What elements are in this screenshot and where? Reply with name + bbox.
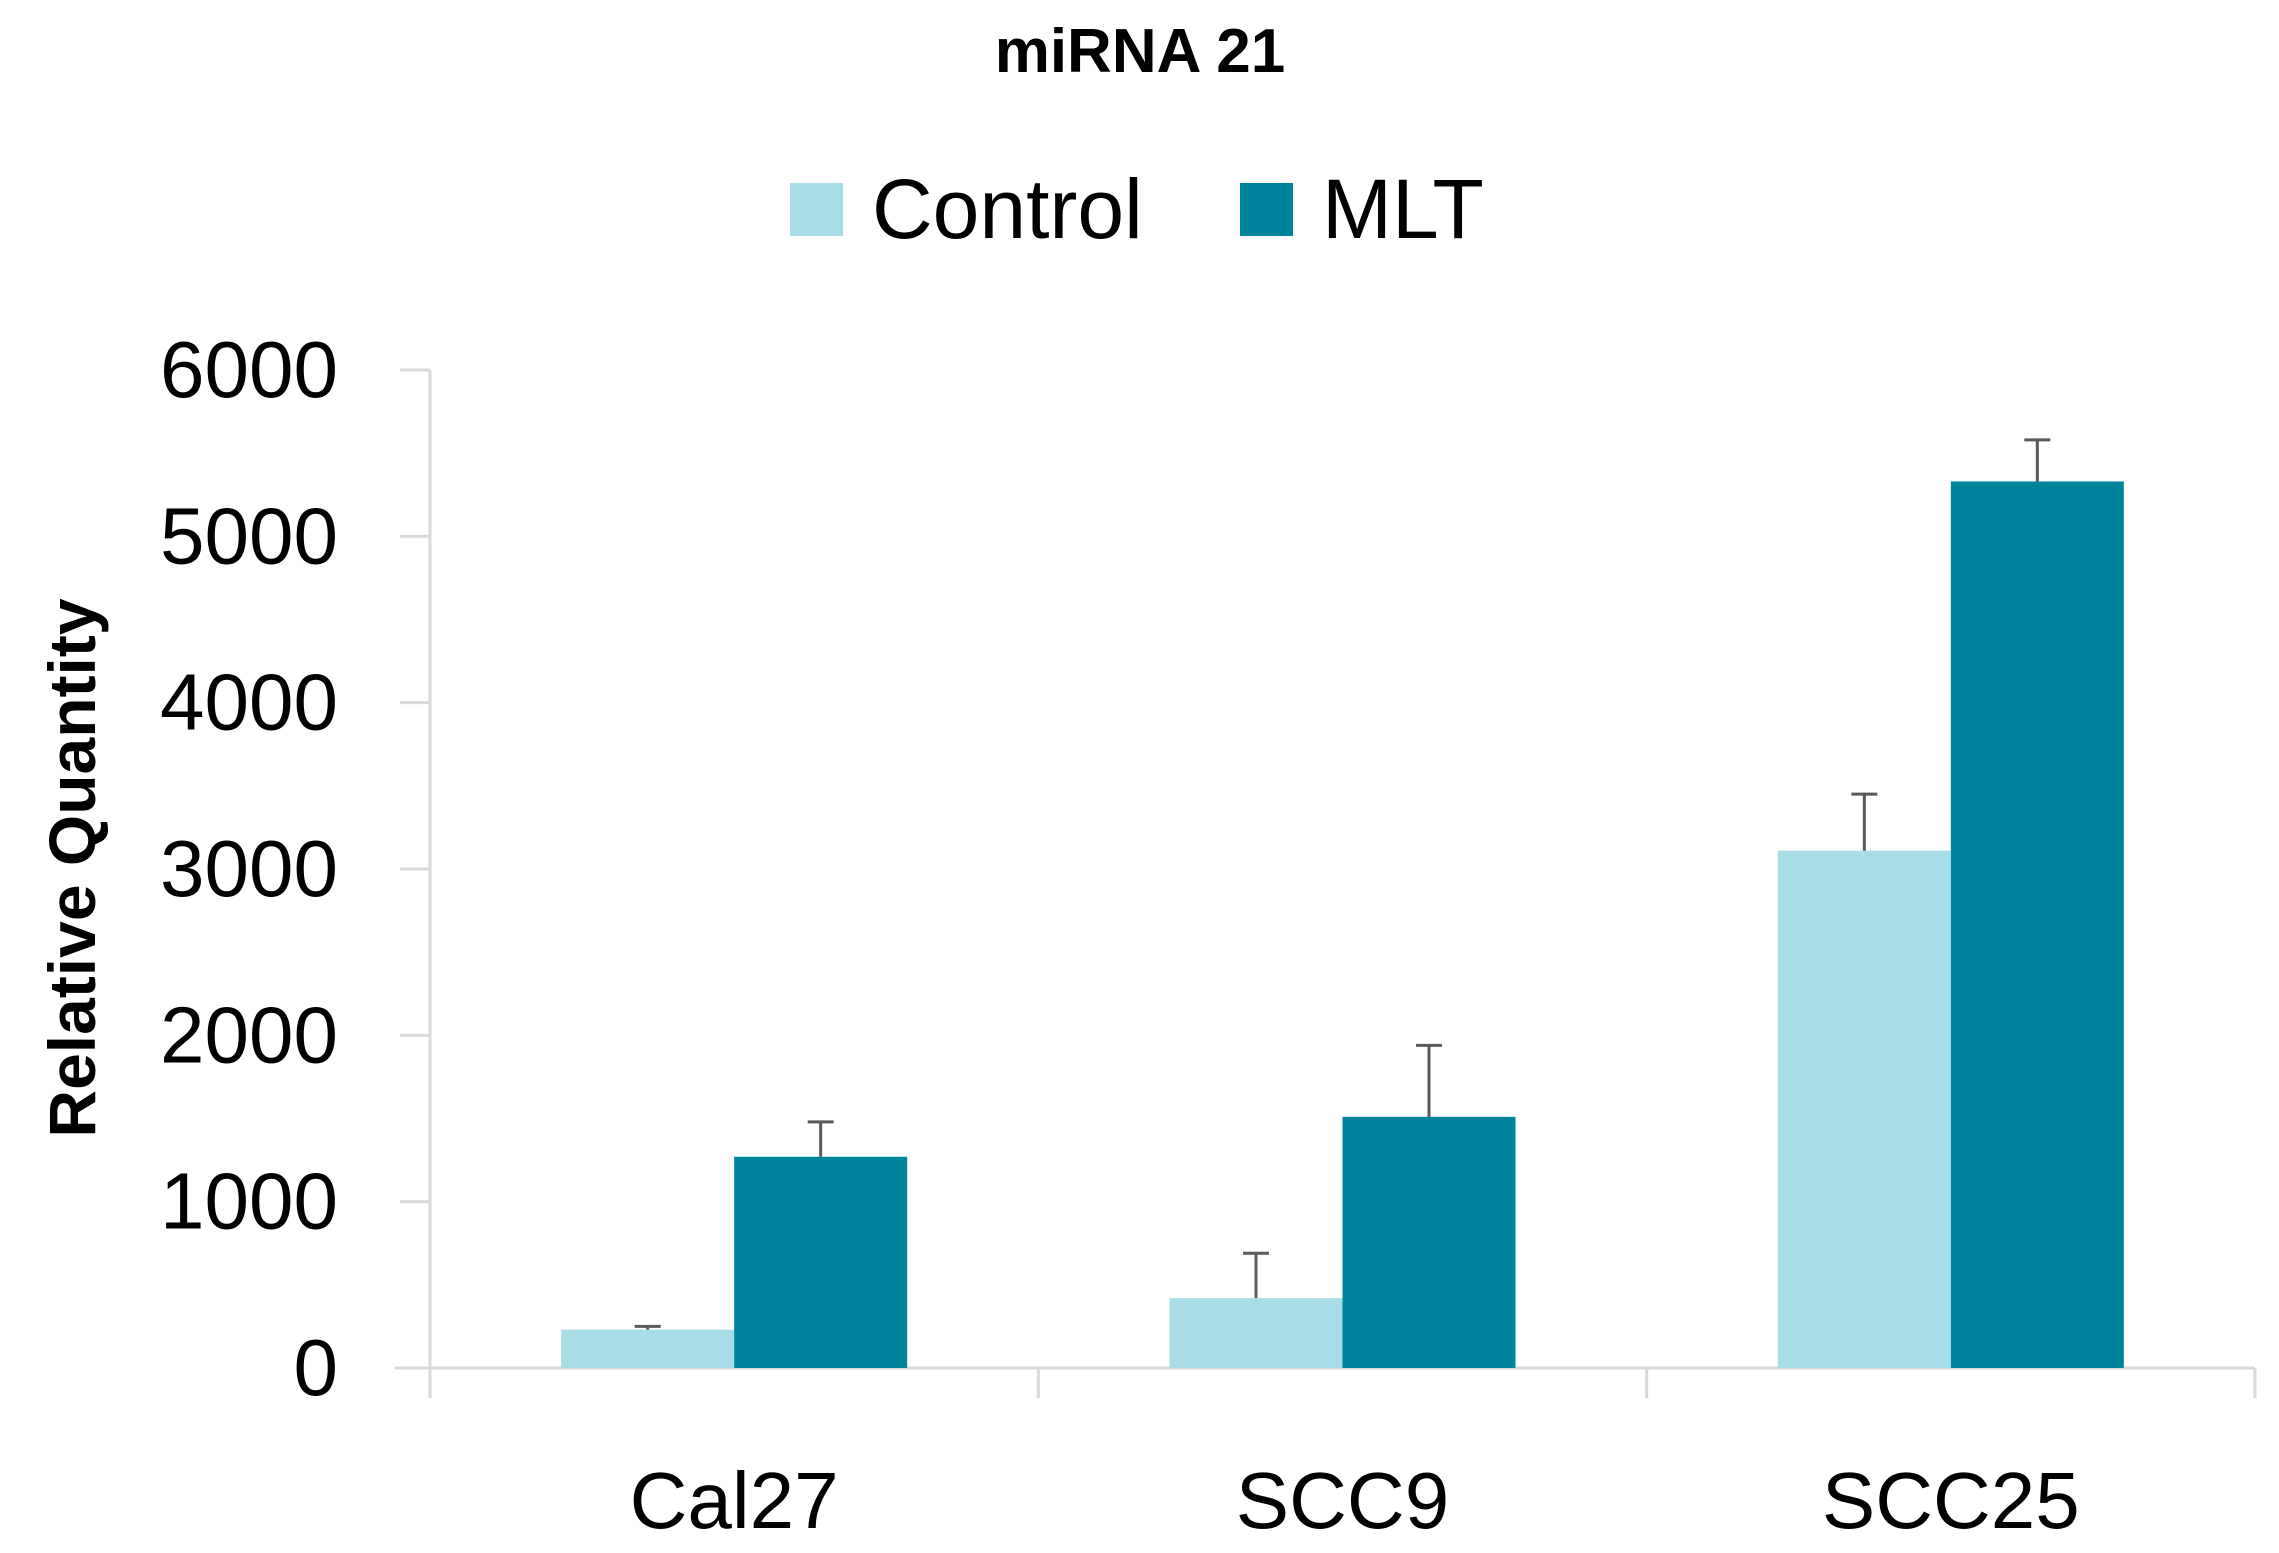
- bar-control-scc25: [1777, 850, 1951, 1368]
- legend-swatch-control: [790, 183, 843, 236]
- y-tick-label: 0: [294, 1323, 339, 1412]
- y-axis: 0 1000 2000 3000 4000 5000 6000: [160, 325, 432, 1412]
- bar-control-scc9: [1169, 1298, 1343, 1368]
- x-tick-label: SCC9: [1236, 1456, 1449, 1545]
- bar-control-cal27: [561, 1329, 735, 1368]
- x-tick-label: Cal27: [630, 1456, 839, 1545]
- legend-label-control: Control: [872, 162, 1143, 256]
- y-tick-label: 4000: [160, 658, 338, 747]
- bars-group: [561, 481, 2124, 1368]
- x-tick-label: SCC25: [1822, 1456, 2080, 1545]
- legend: Control MLT: [790, 162, 1484, 256]
- y-tick-label: 1000: [160, 1157, 338, 1246]
- y-tick-label: 5000: [160, 491, 338, 580]
- legend-swatch-mlt: [1240, 183, 1293, 236]
- legend-label-mlt: MLT: [1322, 162, 1484, 256]
- bar-mlt-cal27: [734, 1156, 908, 1368]
- bar-mlt-scc25: [1950, 481, 2124, 1368]
- y-axis-label: Relative Quantity: [35, 598, 109, 1137]
- bar-mlt-scc9: [1342, 1116, 1516, 1368]
- error-bars-group: [634, 438, 2051, 1330]
- y-tick-label: 2000: [160, 990, 338, 1079]
- chart-title: miRNA 21: [995, 17, 1286, 86]
- y-tick-label: 6000: [160, 325, 338, 414]
- y-tick-label: 3000: [160, 824, 338, 913]
- x-axis: Cal27 SCC9 SCC25: [395, 1366, 2257, 1545]
